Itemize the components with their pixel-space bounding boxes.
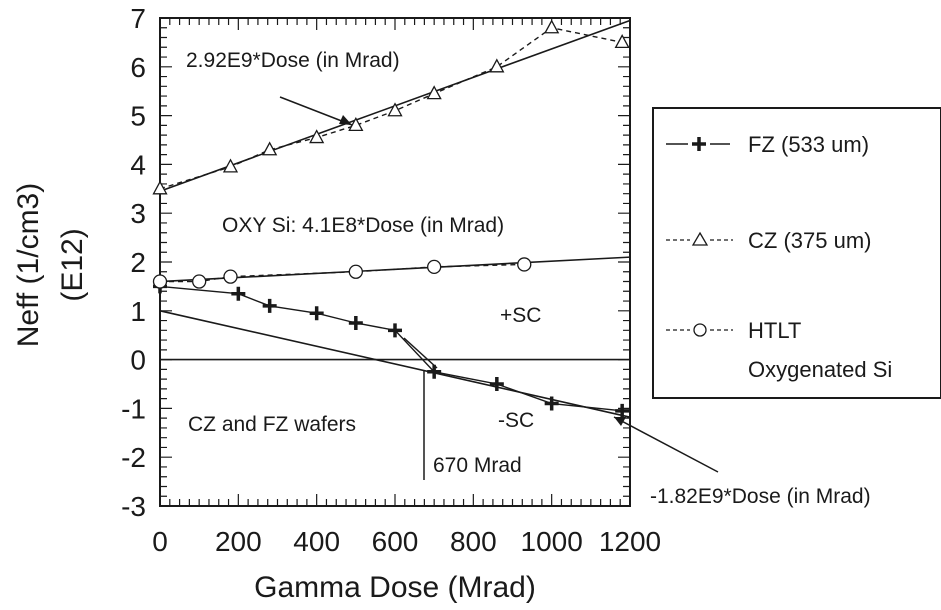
axis-ticks	[159, 17, 631, 507]
data-point-triangle	[152, 180, 168, 195]
legend-oxygenated-label: Oxygenated Si	[748, 357, 892, 382]
y-tick-label: 1	[130, 296, 146, 327]
legend-cz-label: CZ (375 um)	[748, 228, 871, 253]
legend-entry-htlt: HTLT Oxygenated Si	[666, 318, 892, 382]
data-point-plus	[262, 298, 277, 313]
data-point-plus	[231, 286, 246, 301]
y-axis-label: Neff (1/cm3)	[12, 183, 45, 348]
x-tick-label: 400	[293, 526, 340, 557]
series-line	[159, 27, 623, 190]
y-tick-label: -3	[121, 491, 146, 522]
minor-ticks	[159, 17, 631, 507]
x-tick-label: 800	[450, 526, 497, 557]
y-tick-labels: -3 -2 -1 0 1 2 3 4 5 6 7	[121, 3, 146, 522]
data-point-plus	[388, 323, 402, 338]
markers	[152, 19, 630, 418]
annotation-fz-arrow	[613, 416, 719, 473]
legend: FZ (533 um) CZ (375 um) HTLT Oxygenated …	[652, 107, 941, 399]
x-axis-label: Gamma Dose (Mrad)	[254, 571, 536, 604]
y-tick-label: 4	[130, 149, 146, 180]
x-tick-label: 0	[152, 526, 168, 557]
y-tick-label: 0	[130, 345, 146, 376]
data-point-triangle	[544, 19, 560, 34]
legend-entry-fz: FZ (533 um)	[666, 132, 869, 157]
annotation-cz-fz-wafers: CZ and FZ wafers	[188, 413, 356, 436]
legend-fz-label: FZ (533 um)	[748, 132, 869, 157]
data-point-triangle	[348, 116, 364, 132]
data-point-plus	[544, 396, 559, 411]
y-tick-label: -1	[121, 393, 146, 424]
y-tick-label: 2	[130, 247, 146, 278]
data-point-triangle	[309, 129, 325, 144]
annotation-fz-arrowhead	[614, 417, 626, 426]
y-tick-label: 3	[130, 198, 146, 229]
data-point-plus	[427, 364, 442, 379]
data-point-triangle	[222, 158, 239, 173]
x-tick-label: 200	[215, 526, 262, 557]
annotation-transition-arrow	[403, 337, 438, 369]
y-tick-label: 5	[130, 101, 146, 132]
series-lines	[159, 27, 623, 412]
legend-cz-triangle-marker	[691, 231, 709, 246]
data-point-plus	[615, 403, 630, 418]
annotation-cz-slope: 2.92E9*Dose (in Mrad)	[186, 49, 400, 72]
data-point-triangle	[614, 34, 630, 49]
x-tick-label: 1000	[521, 526, 583, 557]
data-point-circle	[517, 257, 532, 272]
legend-htlt-circle-marker	[693, 323, 707, 337]
legend-box	[652, 107, 941, 399]
y-axis-unit: (E12)	[56, 228, 89, 301]
x-tick-label: 600	[372, 526, 419, 557]
data-point-triangle	[262, 141, 278, 156]
data-point-plus	[489, 377, 504, 391]
x-tick-label: 1200	[599, 526, 661, 557]
y-tick-label: -2	[121, 442, 146, 473]
legend-fz-plus-marker	[692, 137, 706, 151]
data-point-circle	[152, 274, 168, 289]
legend-entry-cz: CZ (375 um)	[666, 228, 871, 253]
data-point-circle	[427, 259, 442, 275]
x-tick-labels: 0 200 400 600 800 1000 1200	[152, 526, 661, 557]
annotation-670-mrad: 670 Mrad	[433, 454, 522, 477]
annotation-fz-slope: -1.82E9*Dose (in Mrad)	[650, 485, 871, 508]
annotation-minus-sc: -SC	[498, 409, 534, 432]
legend-htlt-label: HTLT	[748, 318, 801, 343]
annotation-plus-sc: +SC	[500, 304, 541, 327]
data-point-circle	[192, 274, 207, 289]
series-line	[159, 285, 623, 412]
data-point-triangle	[426, 85, 442, 100]
annotation-oxy-slope: OXY Si: 4.1E8*Dose (in Mrad)	[222, 214, 504, 237]
data-point-circle	[223, 269, 238, 284]
y-tick-label: 7	[130, 3, 146, 34]
data-point-circle	[348, 264, 363, 279]
data-point-triangle	[387, 102, 403, 117]
annotation-cz-arrow	[279, 96, 353, 126]
annotation-cz-arrowhead	[339, 115, 352, 125]
data-point-plus	[348, 316, 363, 330]
data-point-triangle	[489, 58, 505, 73]
y-tick-label: 6	[130, 52, 146, 83]
data-point-plus	[309, 306, 324, 321]
series-line	[160, 263, 525, 283]
